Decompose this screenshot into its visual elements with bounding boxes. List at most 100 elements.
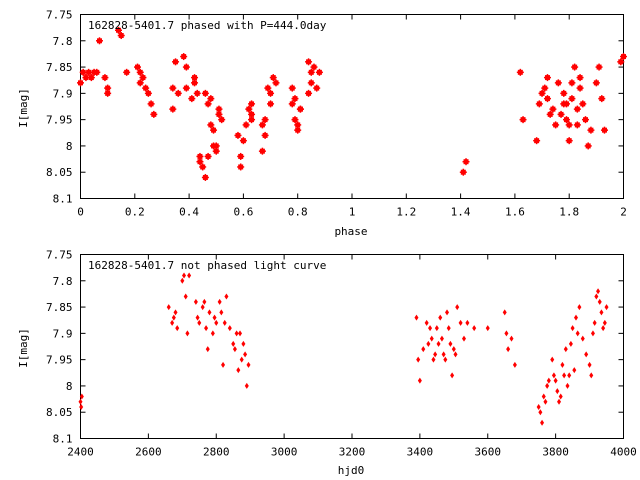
x-tick-label: 0.8 xyxy=(288,206,308,219)
y-tick-label: 7.85 xyxy=(46,61,73,74)
data-point xyxy=(512,361,517,368)
data-point xyxy=(617,58,625,66)
data-point xyxy=(232,346,237,353)
x-tick-label: 0.4 xyxy=(179,206,199,219)
data-point xyxy=(592,79,600,87)
data-point xyxy=(214,319,219,326)
data-point xyxy=(594,293,599,300)
data-point xyxy=(236,367,241,374)
data-point xyxy=(439,335,444,342)
y-tick-label: 7.9 xyxy=(53,327,73,340)
data-point xyxy=(210,126,218,134)
data-point xyxy=(450,372,455,379)
data-point xyxy=(93,68,101,76)
data-point xyxy=(193,89,201,97)
data-point xyxy=(196,152,204,160)
data-point xyxy=(241,340,246,347)
x-tick-label: 0.2 xyxy=(125,206,145,219)
data-point xyxy=(543,74,551,82)
data-point xyxy=(182,63,190,71)
data-point xyxy=(144,89,152,97)
data-point xyxy=(597,298,602,305)
data-point xyxy=(509,335,514,342)
x-tick-label: 4000 xyxy=(610,446,637,459)
data-point xyxy=(175,325,180,332)
data-point xyxy=(272,79,280,87)
data-point xyxy=(576,74,584,82)
data-point xyxy=(485,325,490,332)
data-point xyxy=(558,393,563,400)
data-point xyxy=(567,372,572,379)
data-point xyxy=(620,53,627,61)
data-point xyxy=(434,325,439,332)
data-point xyxy=(565,121,573,129)
data-point xyxy=(601,325,606,332)
x-tick-label: 0 xyxy=(77,206,84,219)
data-point xyxy=(173,309,178,316)
data-point xyxy=(180,53,188,61)
data-point xyxy=(429,335,434,342)
data-point xyxy=(550,356,555,363)
data-point xyxy=(570,325,575,332)
y-tick-label: 7.95 xyxy=(46,114,73,127)
data-point xyxy=(519,116,527,124)
data-point xyxy=(546,110,554,118)
data-point xyxy=(307,79,315,87)
data-point xyxy=(589,372,594,379)
data-point xyxy=(554,79,562,87)
data-point xyxy=(207,309,212,316)
x-tick-label: 2600 xyxy=(135,446,162,459)
data-point xyxy=(315,68,323,76)
data-point xyxy=(516,68,524,76)
chart-title: 162828-5401.7 phased with P=444.0day xyxy=(88,19,327,32)
data-point xyxy=(416,356,421,363)
data-point xyxy=(573,105,581,113)
data-point xyxy=(575,330,580,337)
data-point xyxy=(602,319,607,326)
data-point xyxy=(79,403,84,410)
y-tick-label: 7.9 xyxy=(53,87,73,100)
unphased-light-curve-panel: 2400 2600 2800 3000 3200 3400 3600 3800 4000 7.7… xyxy=(17,249,637,478)
x-tick-label: 0.6 xyxy=(233,206,253,219)
data-point xyxy=(598,95,606,103)
data-point xyxy=(264,84,272,92)
data-point xyxy=(502,309,507,316)
data-point xyxy=(201,89,209,97)
x-tick-labels: 2400 2600 2800 3000 3200 3400 3600 3800 4000 xyxy=(67,446,637,459)
data-point xyxy=(421,346,426,353)
plot-frame xyxy=(80,254,624,439)
data-point xyxy=(222,319,227,326)
data-point xyxy=(227,325,232,332)
data-point xyxy=(448,340,453,347)
data-point xyxy=(134,63,142,71)
data-point xyxy=(172,58,180,66)
data-point xyxy=(592,319,597,326)
data-point xyxy=(150,110,158,118)
data-point xyxy=(557,110,565,118)
data-point xyxy=(462,158,470,166)
data-points xyxy=(78,272,609,426)
data-point xyxy=(77,79,84,87)
data-point xyxy=(193,298,198,305)
data-point xyxy=(533,137,541,145)
data-point xyxy=(307,68,315,76)
data-point xyxy=(291,116,299,124)
data-point xyxy=(87,74,95,82)
data-point xyxy=(540,419,545,426)
data-point xyxy=(458,319,463,326)
data-point xyxy=(573,314,578,321)
x-tick-label: 1.2 xyxy=(396,206,416,219)
data-point xyxy=(212,314,217,321)
data-point xyxy=(215,105,223,113)
data-point xyxy=(291,95,299,103)
data-point xyxy=(204,325,209,332)
data-point xyxy=(234,131,242,139)
x-tick-label: 2400 xyxy=(67,446,94,459)
y-tick-label: 7.8 xyxy=(53,35,73,48)
x-axis-label: phase xyxy=(334,225,367,238)
data-point xyxy=(553,377,558,384)
data-point xyxy=(239,137,247,145)
data-point xyxy=(219,309,224,316)
data-point xyxy=(584,142,592,150)
data-point xyxy=(123,68,131,76)
